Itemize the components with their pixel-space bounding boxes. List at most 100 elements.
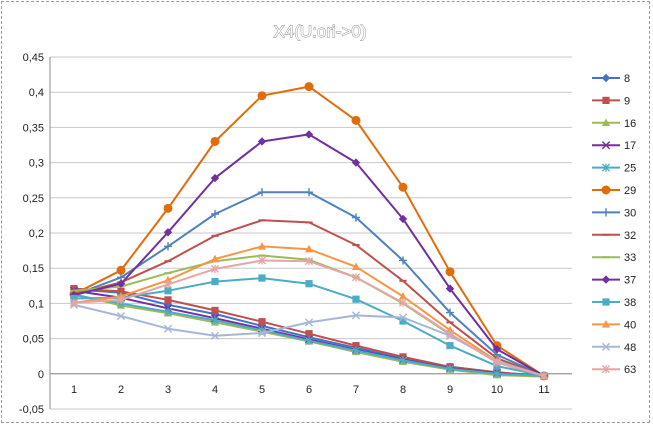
- legend-marker: [601, 342, 611, 351]
- data-point-38: [211, 277, 219, 286]
- legend-item-8: 8: [592, 73, 630, 85]
- legend-item-16: 16: [592, 118, 636, 130]
- data-point-29: [351, 115, 361, 125]
- data-point-9: [70, 285, 78, 293]
- data-point-37: [210, 173, 220, 183]
- legend-item-63: 63: [592, 364, 636, 376]
- data-point-30: [163, 242, 173, 251]
- x-tick-label: 10: [491, 384, 503, 396]
- data-point-25: [445, 364, 455, 373]
- data-point-63: [163, 280, 173, 289]
- legend-item-30: 30: [592, 207, 636, 219]
- legend-item-25: 25: [592, 163, 636, 175]
- data-point-9: [305, 330, 313, 338]
- legend-item-32: 32: [592, 230, 636, 242]
- legend-marker: [602, 96, 610, 104]
- x-tick-label: 3: [165, 384, 171, 396]
- legend-item-17: 17: [592, 140, 636, 152]
- y-tick-label: 0,1: [29, 298, 44, 310]
- legend-marker: [601, 275, 611, 284]
- data-point-48: [116, 311, 126, 321]
- data-point-38: [258, 274, 266, 282]
- x-tick-label: 1: [71, 384, 77, 396]
- legend-item-40: 40: [592, 319, 636, 331]
- data-point-37: [116, 279, 126, 288]
- legend: 8 9 16 17 25 29 30 32 33 37 38 40 48 63: [592, 73, 636, 376]
- legend-label: 30: [624, 207, 636, 219]
- x-tick-label: 7: [353, 384, 359, 396]
- data-point-38: [352, 295, 360, 303]
- data-point-38: [446, 342, 454, 350]
- legend-label: 37: [624, 275, 636, 287]
- data-point-63: [445, 329, 455, 338]
- data-point-40: [258, 241, 266, 250]
- y-tick-label: 0: [38, 369, 44, 381]
- x-tick-label: 9: [447, 384, 453, 396]
- data-point-9: [164, 296, 172, 304]
- data-point-9: [117, 287, 125, 296]
- data-point-40: [352, 262, 360, 270]
- data-point-25: [492, 369, 502, 378]
- legend-label: 33: [624, 252, 636, 264]
- data-point-38: [399, 317, 407, 325]
- legend-label: 8: [624, 73, 630, 85]
- chart-title: X4(U:ori->0): [273, 22, 366, 41]
- data-point-48: [257, 328, 267, 338]
- legend-label: 63: [624, 364, 636, 376]
- data-point-25: [210, 316, 220, 325]
- data-point-25: [163, 307, 173, 316]
- data-point-63: [210, 264, 220, 274]
- data-point-29: [163, 203, 173, 213]
- data-point-30: [398, 256, 408, 265]
- legend-label: 38: [624, 297, 636, 309]
- data-point-37: [163, 228, 173, 237]
- data-point-25: [351, 346, 361, 355]
- y-tick-label: 0,4: [29, 87, 44, 99]
- legend-marker: [601, 208, 611, 217]
- y-tick-label: 0,2: [29, 228, 44, 240]
- legend-item-29: 29: [592, 185, 636, 197]
- data-point-37: [351, 158, 361, 167]
- data-point-63: [304, 257, 314, 266]
- x-tick-label: 8: [400, 384, 406, 396]
- data-point-30: [351, 213, 361, 222]
- data-point-37: [304, 130, 314, 139]
- legend-item-37: 37: [592, 275, 636, 287]
- data-point-40: [399, 291, 407, 300]
- data-point-29: [304, 82, 314, 92]
- legend-label: 16: [624, 118, 636, 130]
- legend-marker: [601, 185, 611, 195]
- legend-label: 29: [624, 185, 636, 197]
- legend-marker: [601, 365, 611, 374]
- legend-marker: [601, 73, 611, 83]
- data-point-63: [539, 371, 549, 381]
- x-tick-label: 11: [538, 384, 549, 396]
- data-point-37: [445, 284, 455, 293]
- legend-label: 17: [624, 140, 636, 152]
- series-line-33: [73, 254, 545, 378]
- y-tick-label: 0,05: [23, 334, 44, 346]
- data-point-40: [305, 244, 313, 253]
- y-tick-label: 0,25: [23, 193, 44, 205]
- data-point-25: [398, 356, 408, 365]
- data-point-63: [69, 298, 79, 307]
- data-point-9: [211, 306, 219, 315]
- y-tick-label: 0,3: [29, 158, 44, 170]
- data-point-30: [210, 209, 220, 219]
- data-point-48: [210, 331, 220, 340]
- data-point-38: [164, 287, 172, 295]
- data-point-63: [351, 273, 361, 282]
- legend-label: 32: [624, 230, 636, 242]
- data-point-9: [352, 342, 360, 350]
- legend-marker: [602, 118, 610, 126]
- data-point-40: [211, 254, 219, 263]
- x-tick-label: 5: [259, 384, 265, 396]
- legend-item-38: 38: [592, 297, 636, 309]
- series-63: [69, 256, 549, 381]
- data-point-9: [258, 318, 266, 326]
- data-point-37: [398, 214, 408, 224]
- data-point-38: [305, 280, 313, 288]
- legend-item-48: 48: [592, 342, 636, 354]
- y-tick-label: 0,35: [23, 122, 44, 134]
- data-point-48: [304, 318, 314, 327]
